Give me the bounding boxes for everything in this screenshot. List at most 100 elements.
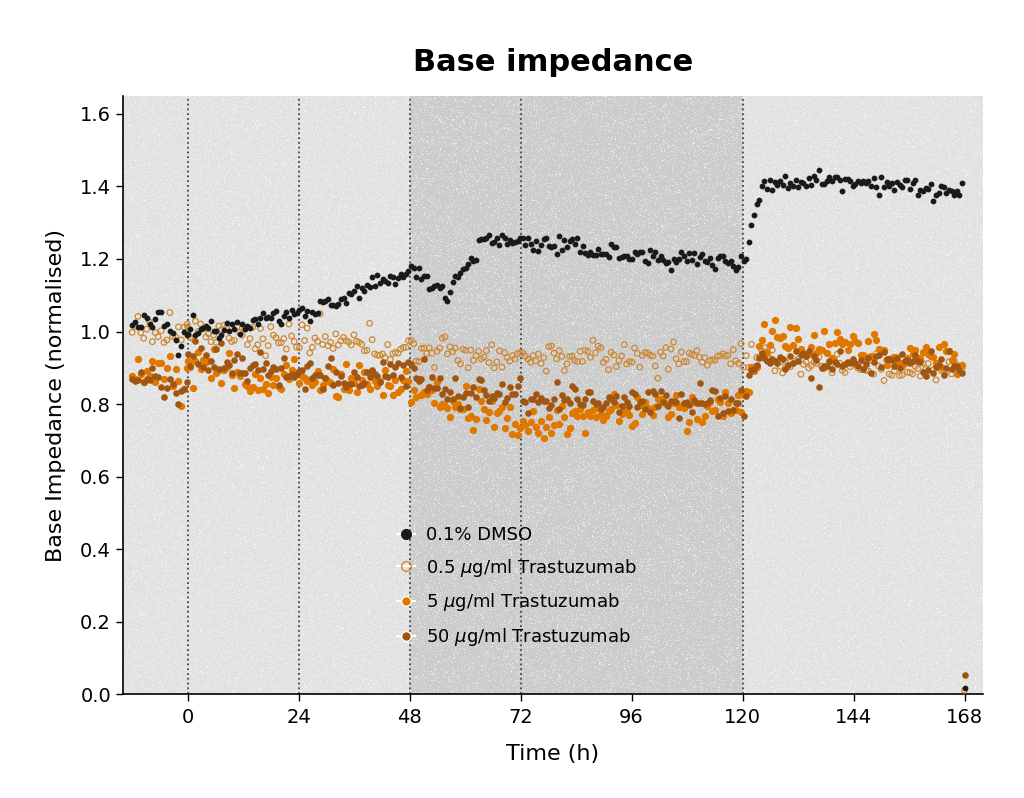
- Point: [887, 406, 903, 419]
- Point: [949, 467, 966, 480]
- Point: [377, 413, 393, 425]
- Point: [119, 208, 135, 221]
- Point: [786, 588, 803, 601]
- Point: [649, 254, 666, 267]
- Point: [945, 227, 962, 239]
- Point: [353, 563, 370, 575]
- Point: [870, 482, 887, 495]
- Point: [553, 659, 569, 672]
- Point: [390, 558, 407, 571]
- Point: [234, 383, 251, 396]
- Point: [481, 468, 498, 480]
- Point: [641, 336, 657, 349]
- Point: [934, 598, 950, 611]
- Point: [264, 662, 281, 674]
- Point: [864, 381, 881, 393]
- Point: [160, 259, 176, 271]
- Point: [267, 354, 284, 366]
- Point: [742, 237, 759, 250]
- Point: [692, 333, 709, 346]
- Point: [744, 361, 761, 374]
- Point: [637, 190, 653, 203]
- Point: [407, 358, 423, 370]
- Point: [858, 435, 874, 448]
- Point: [923, 198, 939, 211]
- Point: [356, 649, 373, 662]
- Point: [939, 290, 955, 303]
- Point: [401, 542, 418, 555]
- Point: [696, 302, 713, 315]
- Point: [359, 322, 376, 335]
- Point: [853, 476, 869, 489]
- Point: [377, 417, 393, 429]
- Point: [898, 618, 914, 630]
- Point: [208, 423, 224, 436]
- Point: [573, 519, 590, 531]
- Point: [133, 182, 150, 195]
- Point: [138, 616, 155, 629]
- Point: [285, 358, 301, 371]
- Point: [168, 563, 184, 575]
- Point: [583, 235, 599, 247]
- Point: [575, 570, 592, 583]
- Point: [342, 249, 358, 262]
- Point: [633, 446, 649, 459]
- Point: [249, 448, 265, 460]
- Point: [751, 290, 767, 303]
- Point: [643, 536, 659, 549]
- Point: [150, 112, 166, 124]
- Point: [144, 222, 161, 235]
- Point: [511, 328, 527, 341]
- Point: [887, 346, 903, 358]
- Point: [325, 233, 341, 246]
- Point: [767, 499, 783, 512]
- Point: [255, 576, 271, 589]
- Point: [784, 476, 801, 489]
- Point: [748, 300, 764, 313]
- Point: [127, 634, 143, 646]
- Point: [382, 502, 398, 515]
- Point: [768, 338, 784, 350]
- Point: [377, 532, 393, 545]
- Point: [779, 246, 796, 259]
- Point: [330, 598, 346, 611]
- Point: [667, 423, 683, 436]
- Point: [683, 143, 699, 156]
- Point: [329, 164, 345, 177]
- Point: [553, 380, 569, 393]
- Point: [666, 196, 682, 209]
- Point: [337, 677, 353, 689]
- Point: [545, 132, 561, 144]
- Point: [568, 186, 585, 199]
- Point: [554, 238, 570, 251]
- Point: [731, 687, 748, 700]
- Point: [658, 361, 675, 373]
- Point: [923, 655, 939, 668]
- Point: [205, 341, 221, 354]
- Point: [478, 427, 495, 440]
- Point: [183, 389, 200, 401]
- Point: [188, 434, 205, 447]
- Point: [662, 228, 678, 241]
- Point: [217, 185, 233, 198]
- Point: [180, 502, 197, 515]
- Point: [469, 301, 485, 314]
- Point: [180, 103, 197, 116]
- Point: [413, 327, 429, 340]
- Point: [828, 549, 845, 562]
- Point: [246, 303, 262, 316]
- Point: [935, 195, 951, 207]
- Point: [567, 538, 584, 551]
- Point: [903, 132, 920, 145]
- Point: [496, 293, 512, 306]
- Point: [272, 474, 289, 487]
- Point: [539, 142, 555, 155]
- Point: [710, 432, 726, 444]
- Point: [625, 565, 641, 578]
- Point: [779, 111, 796, 124]
- Point: [120, 294, 136, 307]
- Point: [469, 471, 485, 484]
- Point: [430, 676, 446, 689]
- Point: [357, 228, 374, 241]
- Point: [781, 477, 798, 490]
